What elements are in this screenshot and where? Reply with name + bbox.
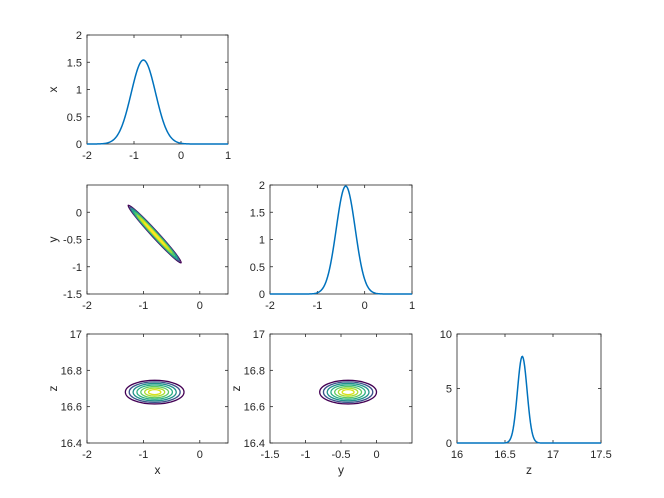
y-axis-label: z (46, 386, 60, 392)
y-tick-label: 2 (259, 180, 265, 192)
x-tick-label: -2 (265, 300, 275, 312)
y-tick-label: 0 (446, 438, 452, 450)
contour-level (128, 381, 181, 404)
y-axis-label: x (46, 87, 60, 93)
y-axis-label: z (229, 386, 243, 392)
x-tick-label: 0 (362, 300, 368, 312)
y-tick-label: -1.5 (63, 289, 82, 301)
x-axis-label: y (338, 463, 344, 477)
y-tick-label: 5 (446, 384, 452, 396)
x-axis-label: z (526, 463, 532, 477)
x-tick-label: 17 (547, 449, 559, 461)
x-tick-label: 0 (197, 449, 203, 461)
y-axis-label: y (46, 237, 60, 243)
contour-level (140, 385, 170, 399)
density-curve (457, 355, 601, 444)
contour-level (330, 384, 366, 400)
x-tick-label: 1 (225, 150, 231, 162)
y-tick-label: 16.4 (61, 438, 82, 450)
density-curve (270, 185, 412, 295)
y-tick-label: 1 (259, 235, 265, 247)
contour-level (322, 381, 374, 404)
contour-level (341, 388, 355, 396)
plot-area (269, 184, 413, 295)
density-curve (87, 59, 228, 145)
plot-area (86, 34, 229, 145)
y-tick-label: 16.8 (244, 365, 265, 377)
x-tick-label: 16 (451, 449, 463, 461)
contour-level (326, 382, 370, 402)
y-tick-label: 1.5 (67, 57, 82, 69)
y-tick-label: 1.5 (250, 207, 265, 219)
contour-level (147, 388, 162, 396)
x-axis-label: x (155, 463, 161, 477)
y-tick-label: 0 (76, 139, 82, 151)
x-tick-label: -1 (129, 150, 139, 162)
x-tick-label: 17.5 (590, 449, 611, 461)
contour-level (143, 387, 166, 397)
y-tick-label: 1 (76, 85, 82, 97)
y-tick-label: 16.4 (244, 438, 265, 450)
y-tick-label: 0 (76, 207, 82, 219)
y-tick-label: 16.6 (244, 402, 265, 414)
y-tick-label: 2 (76, 30, 82, 42)
x-tick-label: -1 (301, 449, 311, 461)
x-tick-label: -1 (139, 300, 149, 312)
y-tick-label: 0 (259, 289, 265, 301)
y-tick-label: 0.5 (67, 112, 82, 124)
panel-yz-contour: -1.5 -1 -0.5 0 16.4 16.6 16.8 17 y z (229, 329, 413, 477)
panel-xy-contour: -2 -1 0 -1.5 -1 -0.5 0 y (46, 184, 229, 312)
x-tick-label: 0 (197, 300, 203, 312)
x-tick-label: 1 (409, 300, 415, 312)
y-tick-label: 17 (253, 329, 265, 341)
contour-level (132, 382, 177, 402)
x-tick-label: -0.5 (332, 449, 351, 461)
panel-xz-contour: -2 -1 0 16.4 16.6 16.8 17 x z (46, 329, 229, 477)
panel-x-marginal: -2 -1 0 1 0 0.5 1 1.5 2 x (46, 30, 231, 162)
x-tick-label: 0 (373, 449, 379, 461)
panel-y-marginal: -2 -1 0 1 0 0.5 1 1.5 2 (250, 180, 415, 312)
contour-level (143, 222, 166, 246)
x-tick-label: 16.5 (494, 449, 515, 461)
x-tick-label: -2 (82, 449, 92, 461)
y-tick-label: 10 (440, 329, 452, 341)
y-tick-label: 17 (70, 329, 82, 341)
y-tick-label: -1 (72, 262, 82, 274)
x-tick-label: -1 (139, 449, 149, 461)
contour-level (319, 379, 378, 405)
contour-level (333, 385, 363, 399)
x-tick-label: -2 (82, 300, 92, 312)
x-tick-label: -2 (82, 150, 92, 162)
x-tick-label: -1 (312, 300, 322, 312)
contour-level (136, 384, 174, 400)
x-tick-label: -1.5 (261, 449, 280, 461)
x-tick-label: 0 (178, 150, 184, 162)
plot-area (456, 333, 602, 444)
plot-area (269, 333, 413, 444)
panel-z-marginal: 16 16.5 17 17.5 0 5 10 z (440, 329, 612, 477)
contour-level (337, 387, 359, 397)
contour-level (124, 379, 185, 405)
y-tick-label: 0.5 (250, 262, 265, 274)
y-tick-label: 16.8 (61, 365, 82, 377)
y-tick-label: 16.6 (61, 402, 82, 414)
y-tick-label: -0.5 (63, 235, 82, 247)
